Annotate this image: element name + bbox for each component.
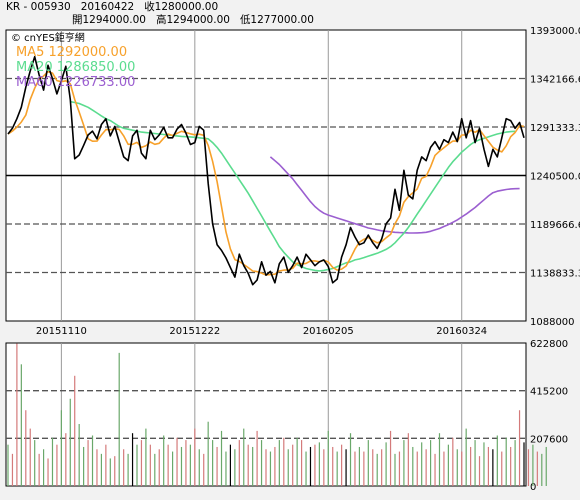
series-ma60-line xyxy=(269,156,520,234)
price-y-tick-label: 1393000.0 xyxy=(530,26,580,37)
price-y-tick-label: 1240500.0 xyxy=(530,172,580,183)
open-price: 開1294000.00 xyxy=(72,14,146,26)
quote-header: KR - 005930 20160422 收1280000.00 開1294000.… xyxy=(6,1,324,27)
volume-y-tick-label: 415200 xyxy=(530,387,568,398)
high-price: 高1294000.00 xyxy=(155,14,230,26)
legend-source: © cnYES鉅亨網 xyxy=(11,31,85,44)
volume-y-tick-label: 207600 xyxy=(530,434,568,445)
price-y-tick-label: 1342166.6 xyxy=(530,75,580,86)
price-y-tick-label: 1138833.3 xyxy=(530,269,580,280)
legend-item: MA60 1226733.00 xyxy=(16,75,135,90)
quote-date: 20160422 xyxy=(80,1,135,13)
series-ma20-line xyxy=(70,100,516,272)
volume-y-tick-label: 622800 xyxy=(530,339,568,350)
x-tick-label: 20160205 xyxy=(303,326,354,337)
series-price-line xyxy=(7,55,525,286)
stock-code: KR - 005930 xyxy=(6,1,71,13)
close-price: 收1280000.00 xyxy=(144,1,219,13)
x-tick-label: 20160324 xyxy=(436,326,487,337)
legend-item: MA20 1286850.00 xyxy=(16,60,135,75)
low-price: 低1277000.00 xyxy=(239,14,314,26)
price-y-tick-label: 1291333.3 xyxy=(530,123,580,134)
x-tick-label: 20151222 xyxy=(169,326,220,337)
legend-item: MA5 1292000.00 xyxy=(16,45,127,60)
volume-y-tick-label: 0 xyxy=(530,482,536,493)
price-y-tick-label: 1088000 xyxy=(530,317,575,328)
volume-panel: 0 207600 415200 622800 xyxy=(5,339,568,493)
price-y-tick-label: 1189666.6 xyxy=(530,220,580,231)
price-panel: 1088000 1138833.3 1189666.6 1240500.0 129133… xyxy=(5,26,580,337)
x-tick-label: 20151110 xyxy=(36,326,87,337)
